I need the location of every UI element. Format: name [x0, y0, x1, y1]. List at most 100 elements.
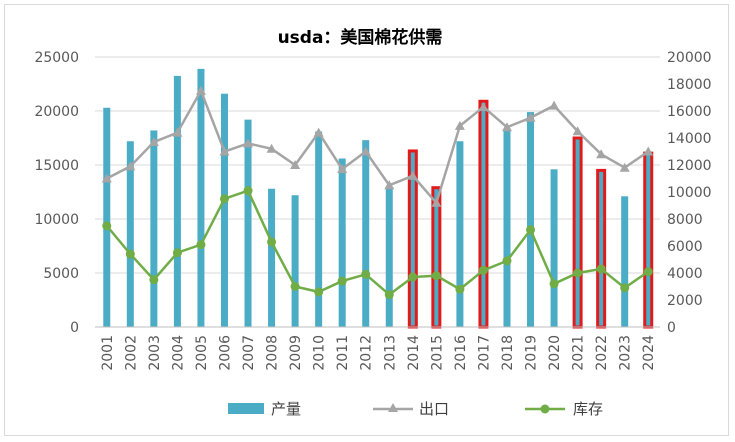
right-tick-label: 8000	[667, 212, 703, 228]
legend-label-export: 出口	[419, 400, 449, 418]
bar-2020	[550, 169, 558, 327]
x-tick-label: 2015	[429, 335, 445, 371]
point-出口-2015	[431, 197, 442, 207]
point-出口-2019	[525, 112, 536, 122]
bar-2003	[150, 130, 158, 327]
legend-label-stock: 库存	[573, 400, 603, 418]
line-出口	[106, 87, 649, 206]
point-库存-2021	[573, 268, 583, 278]
x-tick-label: 2021	[571, 335, 587, 371]
x-tick-label: 2022	[594, 335, 610, 371]
series-lines	[101, 85, 654, 300]
right-tick-label: 4000	[667, 266, 703, 282]
x-tick-label: 2008	[265, 335, 281, 371]
left-tick-label: 0	[70, 320, 79, 336]
x-tick-label: 2017	[476, 335, 492, 371]
point-库存-2016	[455, 284, 465, 294]
point-库存-2020	[549, 279, 559, 289]
legend-swatch-production	[228, 403, 264, 414]
bar-2009	[291, 195, 299, 327]
left-tick-label: 5000	[43, 266, 79, 282]
point-库存-2008	[267, 237, 277, 247]
point-出口-2018	[501, 122, 512, 132]
right-tick-label: 14000	[667, 131, 712, 147]
x-tick-label: 2013	[382, 335, 398, 371]
point-库存-2024	[643, 267, 653, 277]
point-出口-2022	[596, 149, 607, 159]
point-出口-2007	[243, 138, 254, 148]
production-bars	[103, 68, 654, 329]
point-库存-2017	[478, 265, 488, 275]
bar-2022	[596, 168, 607, 329]
point-库存-2006	[219, 194, 229, 204]
bar-2012	[362, 140, 370, 327]
point-出口-2002	[125, 161, 136, 171]
point-出口-2014	[407, 170, 418, 180]
right-tick-label: 16000	[667, 104, 712, 120]
point-库存-2004	[172, 248, 182, 258]
x-axis: 2001 2002 2003 2004 2005 2006 2007 2008 2009 2010…	[95, 326, 660, 371]
bar-2013	[385, 186, 393, 327]
point-库存-2022	[596, 264, 606, 274]
bar-2001	[103, 107, 111, 327]
bar-2016	[456, 141, 464, 327]
x-tick-label: 2020	[547, 335, 563, 371]
right-tick-label: 0	[667, 320, 676, 336]
point-出口-2004	[172, 127, 183, 137]
point-出口-2009	[290, 160, 301, 169]
point-出口-2008	[266, 143, 277, 153]
bar-2005	[197, 68, 205, 327]
legend-marker-export	[388, 403, 398, 412]
point-出口-2023	[619, 162, 630, 172]
x-tick-label: 2014	[406, 335, 422, 371]
x-tick-label: 2010	[312, 335, 328, 371]
x-tick-label: 2012	[359, 335, 375, 371]
right-tick-label: 6000	[667, 239, 703, 255]
point-库存-2012	[361, 269, 371, 279]
bar-2002	[126, 141, 134, 327]
point-库存-2010	[314, 287, 324, 297]
x-tick-label: 2005	[194, 335, 210, 371]
point-出口-2010	[313, 127, 324, 137]
point-出口-2012	[360, 146, 371, 156]
x-tick-label: 2023	[618, 335, 634, 371]
x-tick-label: 2002	[123, 335, 139, 371]
line-库存	[105, 189, 649, 297]
bar-2023	[621, 196, 629, 327]
x-tick-label: 2018	[500, 335, 516, 371]
x-tick-label: 2001	[100, 335, 116, 371]
point-出口-2020	[549, 100, 560, 110]
bar-2021	[572, 136, 583, 329]
bar-2015	[431, 186, 442, 329]
x-tick-label: 2007	[241, 335, 257, 371]
point-出口-2011	[337, 164, 348, 174]
bar-2007	[244, 119, 252, 327]
point-库存-2002	[125, 249, 135, 259]
point-库存-2014	[408, 272, 418, 282]
point-库存-2009	[290, 282, 300, 291]
right-tick-label: 20000	[667, 50, 712, 66]
point-库存-2013	[384, 290, 394, 300]
right-tick-label: 2000	[667, 293, 703, 309]
point-出口-2013	[384, 180, 395, 190]
point-库存-2011	[337, 276, 347, 286]
left-y-axis: 0 5000 10000 15000 20000 25000	[34, 50, 79, 336]
point-库存-2001	[102, 221, 112, 231]
x-tick-label: 2024	[641, 335, 657, 371]
chart-title: usda：美国棉花供需	[278, 27, 443, 48]
point-库存-2023	[620, 283, 630, 293]
point-出口-2006	[219, 146, 230, 156]
point-库存-2019	[526, 225, 536, 235]
x-tick-label: 2003	[147, 335, 163, 371]
x-tick-label: 2019	[524, 335, 540, 371]
bar-2006	[220, 93, 228, 327]
x-tick-label: 2011	[335, 335, 351, 371]
point-出口-2021	[572, 126, 583, 136]
point-库存-2015	[431, 271, 441, 281]
right-tick-label: 18000	[667, 77, 712, 93]
point-出口-2003	[148, 137, 159, 147]
point-库存-2005	[196, 240, 206, 250]
chart-legend: 产量 出口 库存	[228, 400, 603, 418]
